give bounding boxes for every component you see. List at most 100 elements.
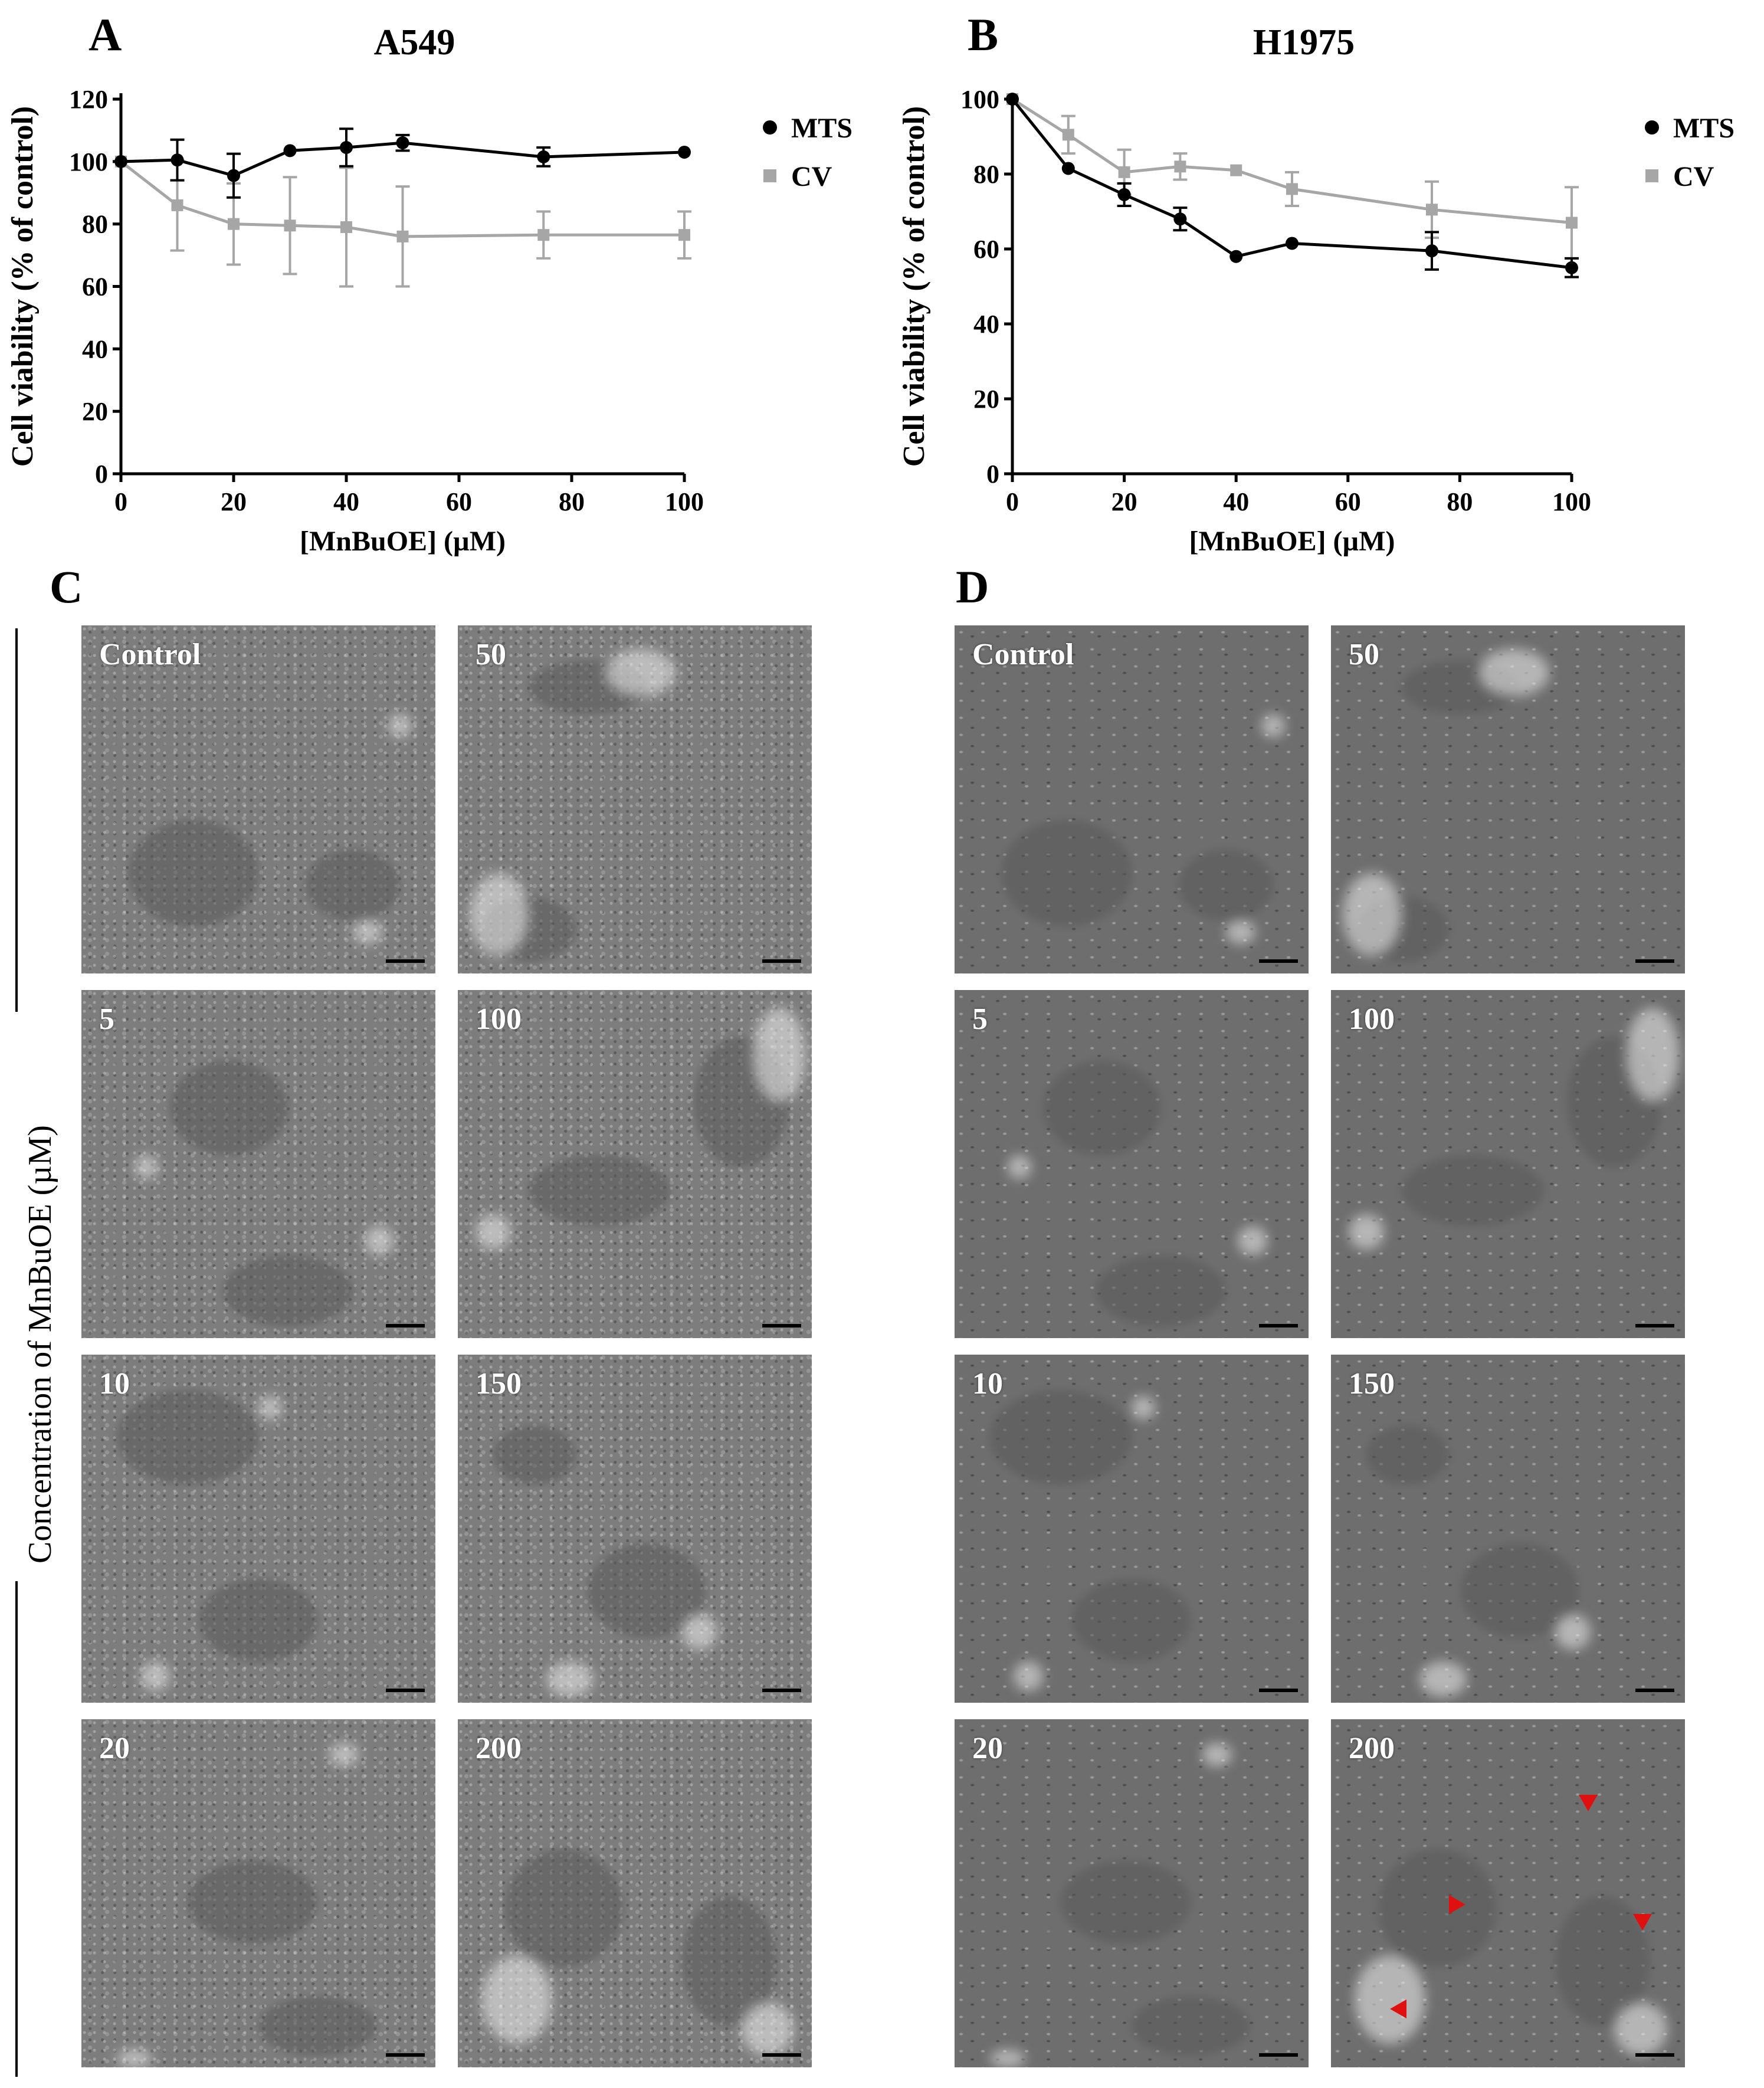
cell-free-region bbox=[199, 1579, 317, 1661]
bright-halo bbox=[1419, 1661, 1467, 1697]
data-point bbox=[1118, 166, 1130, 178]
bright-halo bbox=[605, 649, 676, 696]
data-point bbox=[1173, 212, 1187, 226]
panel-letter-b: B bbox=[968, 9, 999, 60]
cell-free-region bbox=[117, 1390, 258, 1484]
bright-halo bbox=[135, 1155, 158, 1179]
y-tick-label: 60 bbox=[82, 273, 108, 301]
bright-halo bbox=[546, 1661, 594, 1697]
bright-halo bbox=[1626, 1008, 1679, 1102]
micrograph-label: 20 bbox=[99, 1732, 130, 1765]
data-point bbox=[1061, 162, 1075, 175]
y-tick-label: 60 bbox=[973, 235, 999, 264]
bright-halo bbox=[470, 873, 529, 956]
micrograph-200: 200 bbox=[1331, 1719, 1685, 2067]
x-tick-label: 100 bbox=[1552, 487, 1591, 516]
cell-free-region bbox=[170, 1061, 288, 1155]
micrograph-control: Control bbox=[955, 625, 1309, 973]
data-point bbox=[1565, 261, 1578, 274]
data-point bbox=[1117, 188, 1131, 201]
scale-bar bbox=[1259, 959, 1298, 963]
micrograph-label: 200 bbox=[476, 1732, 522, 1765]
concentration-axis-label: Concentration of MnBuOE (µM) bbox=[22, 1125, 58, 1563]
data-point bbox=[1006, 93, 1019, 106]
cell-free-region bbox=[306, 850, 400, 920]
scale-bar bbox=[386, 2053, 425, 2057]
x-tick-label: 0 bbox=[1006, 487, 1019, 516]
scale-bar bbox=[1259, 1324, 1298, 1327]
bright-halo bbox=[481, 1955, 552, 2044]
bright-halo bbox=[365, 1226, 394, 1256]
micrograph-grid-h1975: Control 50 5 100 10 150 20 200 bbox=[955, 625, 1685, 2067]
y-tick-label: 0 bbox=[95, 460, 108, 489]
y-axis-label: Cell viability (% of control) bbox=[6, 106, 40, 467]
series-line-cv bbox=[1011, 97, 1572, 225]
data-point bbox=[1230, 164, 1242, 176]
data-point bbox=[1425, 244, 1438, 258]
legend-marker bbox=[1645, 169, 1658, 182]
micrograph-label: Control bbox=[972, 638, 1074, 671]
x-tick-label: 40 bbox=[333, 487, 359, 516]
cell-free-region bbox=[1179, 850, 1273, 920]
legend-label: MTS bbox=[791, 113, 853, 144]
scale-bar bbox=[762, 1324, 801, 1327]
micrograph-label: 5 bbox=[99, 1002, 114, 1036]
cell-free-region bbox=[1002, 820, 1132, 926]
micrograph-label: 10 bbox=[972, 1367, 1003, 1401]
x-tick-label: 60 bbox=[1335, 487, 1361, 516]
micrograph-label: 20 bbox=[972, 1732, 1003, 1765]
micrograph-10: 10 bbox=[81, 1355, 435, 1703]
series-line-mts bbox=[120, 141, 685, 178]
data-point bbox=[1174, 160, 1186, 173]
x-tick-label: 20 bbox=[1111, 487, 1137, 516]
data-point bbox=[396, 136, 409, 150]
cell-free-region bbox=[258, 1997, 376, 2056]
bright-halo bbox=[1261, 714, 1285, 737]
micrograph-label: Control bbox=[99, 638, 201, 671]
bright-halo bbox=[388, 714, 412, 737]
scale-bar bbox=[386, 1324, 425, 1327]
data-point bbox=[114, 155, 127, 168]
micrograph-label: 10 bbox=[99, 1367, 130, 1401]
data-point bbox=[1566, 217, 1578, 229]
x-axis-label: [MnBuOE] (µM) bbox=[1189, 526, 1395, 557]
bright-halo bbox=[476, 1214, 511, 1250]
legend-label: MTS bbox=[1673, 113, 1735, 144]
micrograph-50: 50 bbox=[458, 625, 812, 973]
y-tick-label: 100 bbox=[960, 85, 999, 114]
micrograph-grid-a549: Control 50 5 100 10 150 20 200 bbox=[81, 625, 812, 2067]
data-point bbox=[228, 218, 240, 230]
x-axis-label: [MnBuOE] (µM) bbox=[300, 526, 506, 557]
data-point bbox=[340, 141, 353, 155]
scale-bar bbox=[762, 959, 801, 963]
legend-marker bbox=[763, 120, 777, 135]
cell-free-region bbox=[1043, 1061, 1161, 1155]
bright-halo bbox=[741, 2002, 794, 2056]
cell-free-region bbox=[1366, 1425, 1449, 1484]
chart-h1975: H1975 0 20 40 60 80 100 0 20 40 60 80 100 [MnBuOE] (µ… bbox=[897, 22, 1735, 557]
side-bracket-bottom bbox=[15, 1581, 18, 2077]
bright-halo bbox=[117, 2050, 152, 2067]
bright-halo bbox=[353, 920, 382, 944]
chart-title: H1975 bbox=[1253, 22, 1355, 63]
x-tick-label: 0 bbox=[114, 487, 127, 516]
micrograph-label: 200 bbox=[1349, 1732, 1395, 1765]
legend-marker bbox=[763, 169, 776, 182]
micrograph-label: 5 bbox=[972, 1002, 988, 1036]
data-point bbox=[537, 150, 550, 163]
data-point bbox=[340, 221, 352, 233]
y-axis-label: Cell viability (% of control) bbox=[897, 106, 931, 467]
red-arrowhead-icon bbox=[1633, 1914, 1652, 1930]
cell-free-region bbox=[129, 820, 258, 926]
micrograph-label: 100 bbox=[1349, 1002, 1395, 1036]
bright-halo bbox=[753, 1008, 806, 1102]
legend-marker bbox=[1645, 120, 1659, 135]
y-tick-label: 40 bbox=[82, 335, 108, 363]
bright-halo bbox=[1132, 1396, 1155, 1420]
scale-bar bbox=[762, 2053, 801, 2057]
data-point bbox=[1286, 183, 1298, 195]
cell-free-region bbox=[1073, 1579, 1191, 1661]
micrograph-label: 50 bbox=[476, 638, 506, 671]
bright-halo bbox=[1343, 873, 1402, 956]
data-point bbox=[171, 153, 184, 167]
